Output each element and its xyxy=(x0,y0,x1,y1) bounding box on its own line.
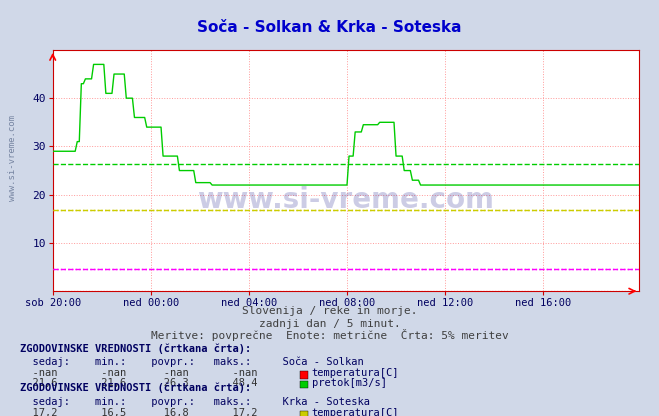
Text: ZGODOVINSKE VREDNOSTI (črtkana črta):: ZGODOVINSKE VREDNOSTI (črtkana črta): xyxy=(20,383,251,393)
Text: temperatura[C]: temperatura[C] xyxy=(312,408,399,416)
Text: ZGODOVINSKE VREDNOSTI (črtkana črta):: ZGODOVINSKE VREDNOSTI (črtkana črta): xyxy=(20,343,251,354)
Text: Soča - Solkan & Krka - Soteska: Soča - Solkan & Krka - Soteska xyxy=(197,20,462,35)
Text: 17,2       16,5      16,8       17,2: 17,2 16,5 16,8 17,2 xyxy=(20,408,257,416)
Text: zadnji dan / 5 minut.: zadnji dan / 5 minut. xyxy=(258,319,401,329)
Text: sedaj:    min.:    povpr.:   maks.:     Soča - Solkan: sedaj: min.: povpr.: maks.: Soča - Solka… xyxy=(20,357,364,367)
Text: 21,6       21,6      26,3       48,4: 21,6 21,6 26,3 48,4 xyxy=(20,378,257,388)
Text: www.si-vreme.com: www.si-vreme.com xyxy=(198,186,494,213)
Text: -nan       -nan      -nan       -nan: -nan -nan -nan -nan xyxy=(20,369,257,379)
Text: Meritve: povprečne  Enote: metrične  Črta: 5% meritev: Meritve: povprečne Enote: metrične Črta:… xyxy=(151,329,508,341)
Text: www.si-vreme.com: www.si-vreme.com xyxy=(8,115,17,201)
Text: Slovenija / reke in morje.: Slovenija / reke in morje. xyxy=(242,306,417,316)
Text: pretok[m3/s]: pretok[m3/s] xyxy=(312,378,387,388)
Text: sedaj:    min.:    povpr.:   maks.:     Krka - Soteska: sedaj: min.: povpr.: maks.: Krka - Sotes… xyxy=(20,397,370,407)
Text: temperatura[C]: temperatura[C] xyxy=(312,369,399,379)
